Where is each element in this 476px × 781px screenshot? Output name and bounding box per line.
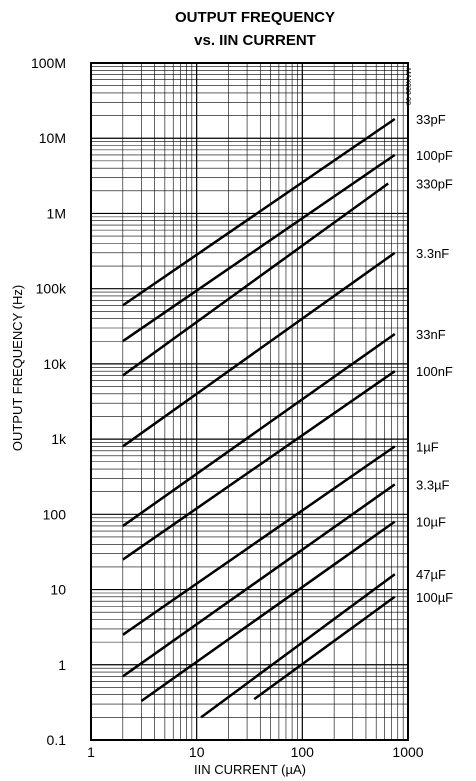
- series-label: 3.3nF: [416, 246, 449, 261]
- figure-code: MAX038-08: [404, 68, 411, 105]
- series-line: [123, 253, 395, 447]
- x-tick-labels: 1 10 100 1000: [87, 744, 424, 760]
- series-label: 33nF: [416, 327, 446, 342]
- y-tick-label: 0.1: [47, 732, 67, 748]
- y-tick-label: 100: [43, 506, 67, 522]
- chart-title-line1: OUTPUT FREQUENCY: [175, 9, 335, 26]
- plot-frame: [91, 63, 408, 740]
- series-line: [123, 155, 395, 341]
- series-label: 47µF: [416, 567, 446, 582]
- chart-title-line2: vs. IIN CURRENT: [194, 32, 316, 49]
- x-tick-label: 1000: [392, 744, 423, 760]
- y-tick-label: 100k: [36, 281, 67, 297]
- y-tick-labels: 100M 10M 1M 100k 10k 1k 100 10 1 0.1: [31, 55, 67, 748]
- y-tick-label: 100M: [31, 55, 66, 71]
- series-line: [141, 522, 394, 701]
- x-tick-label: 100: [291, 744, 315, 760]
- y-tick-label: 1M: [47, 205, 66, 221]
- x-axis-label: IIN CURRENT (µA): [194, 762, 306, 777]
- x-tick-label: 10: [189, 744, 205, 760]
- grid: [91, 63, 408, 740]
- series-label: 330pF: [416, 177, 453, 192]
- series-line: [123, 334, 395, 526]
- series-label: 100pF: [416, 148, 453, 163]
- y-axis-label: OUTPUT FREQUENCY (Hz): [10, 285, 25, 451]
- y-tick-label: 1k: [51, 431, 67, 447]
- y-tick-label: 10: [50, 582, 66, 598]
- series-lines: [123, 119, 395, 717]
- y-tick-label: 10M: [39, 130, 66, 146]
- series-line: [123, 371, 395, 559]
- series-label: 3.3µF: [416, 477, 450, 492]
- x-tick-label: 1: [87, 744, 95, 760]
- series-label: 10µF: [416, 515, 446, 530]
- series-line: [123, 484, 395, 676]
- series-label: 100µF: [416, 590, 453, 605]
- series-label: 1µF: [416, 439, 439, 454]
- series-label: 33pF: [416, 112, 446, 127]
- series-label: 100nF: [416, 364, 453, 379]
- y-tick-label: 1: [58, 657, 66, 673]
- y-tick-label: 10k: [43, 356, 67, 372]
- series-labels: 33pF 100pF 330pF 3.3nF 33nF 100nF 1µF 3.3µF 10µF…: [416, 112, 453, 605]
